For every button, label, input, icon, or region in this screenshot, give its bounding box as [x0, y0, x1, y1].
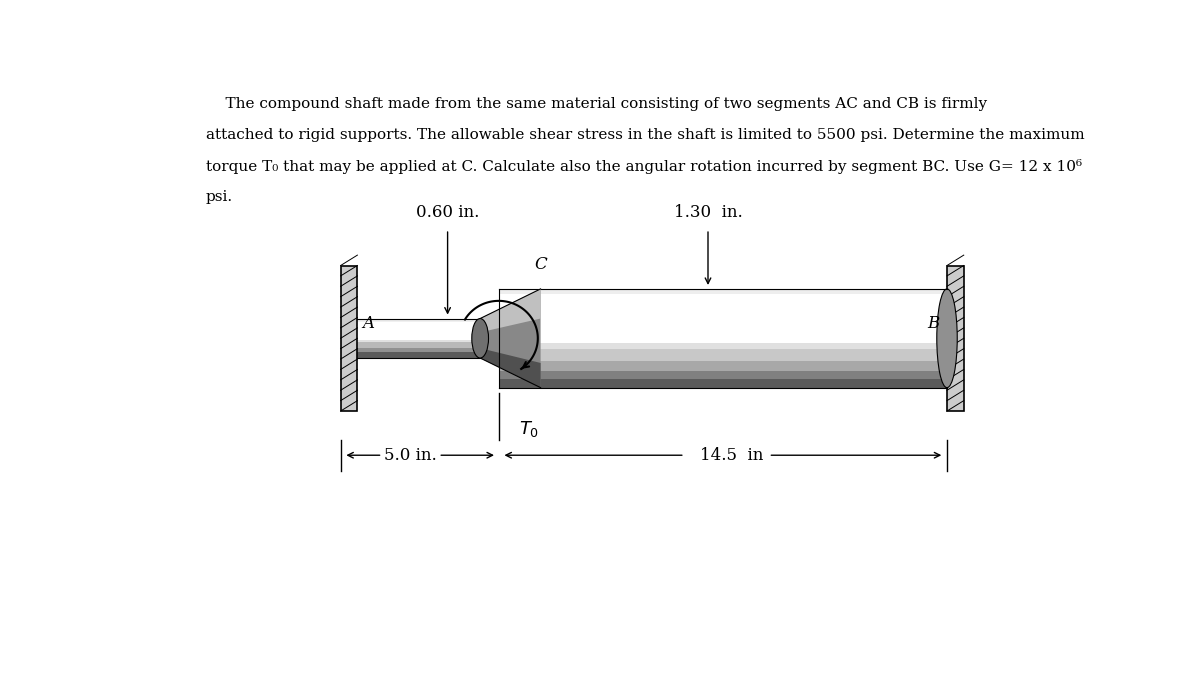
Text: 0.60 in.: 0.60 in. [416, 205, 479, 221]
Bar [358, 319, 499, 323]
Text: $T_0$: $T_0$ [520, 418, 540, 439]
Bar [499, 343, 947, 349]
Text: attached to rigid supports. The allowable shear stress in the shaft is limited t: attached to rigid supports. The allowabl… [206, 128, 1085, 142]
Text: A: A [362, 315, 374, 332]
Polygon shape [480, 289, 540, 387]
Bar [499, 349, 947, 362]
Text: 1.30  in.: 1.30 in. [673, 205, 743, 221]
Text: B: B [928, 315, 940, 332]
Bar [499, 379, 947, 387]
Ellipse shape [937, 289, 958, 387]
Bar [499, 289, 947, 294]
Bar [358, 340, 499, 342]
Bar [358, 348, 499, 352]
Text: C: C [534, 256, 547, 273]
Bar [341, 265, 358, 411]
Ellipse shape [472, 319, 488, 358]
Text: psi.: psi. [206, 190, 233, 204]
Polygon shape [480, 289, 540, 332]
Text: torque T₀ that may be applied at C. Calculate also the angular rotation incurred: torque T₀ that may be applied at C. Calc… [206, 159, 1082, 174]
Bar [499, 371, 947, 379]
Bar [947, 265, 964, 411]
Text: 5.0 in.: 5.0 in. [384, 447, 437, 464]
Bar [358, 342, 499, 348]
Text: 14.5  in: 14.5 in [700, 447, 763, 464]
Bar [499, 362, 947, 371]
Text: The compound shaft made from the same material consisting of two segments AC and: The compound shaft made from the same ma… [206, 97, 986, 111]
Bar [358, 352, 499, 358]
Polygon shape [480, 348, 540, 387]
